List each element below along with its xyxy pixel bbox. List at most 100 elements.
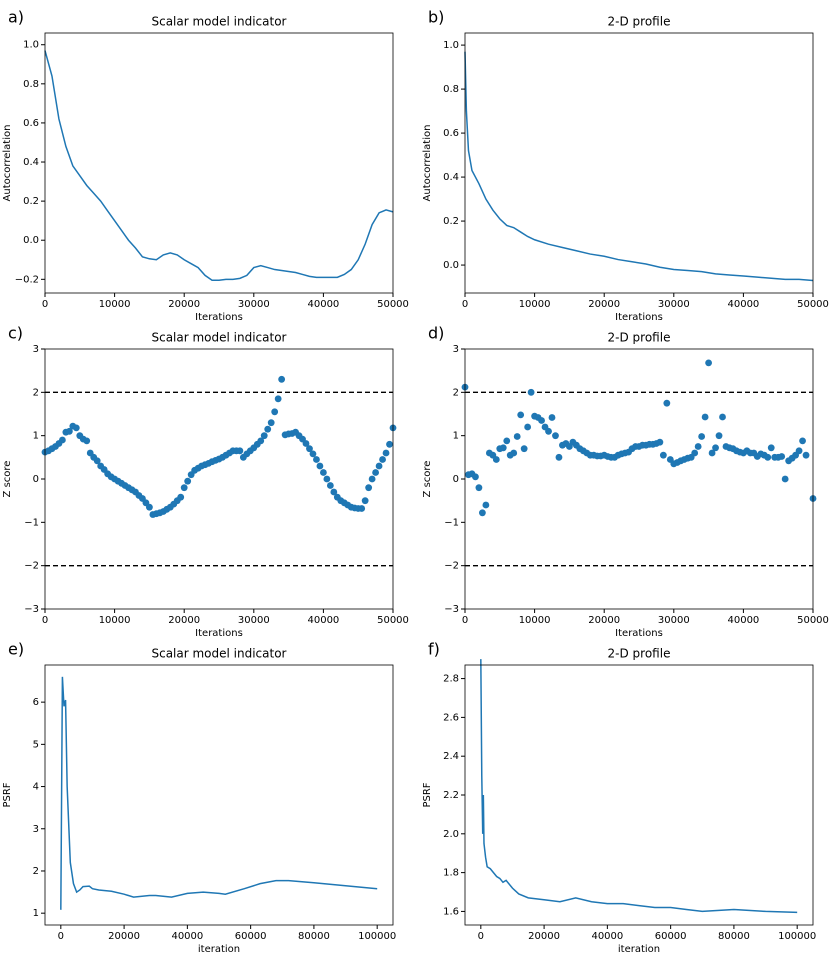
data-point [323, 475, 331, 483]
y-tick-label: 1.0 [443, 40, 459, 51]
y-tick-label: −3 [24, 604, 39, 615]
plot-frame [44, 664, 394, 926]
x-tick-label: 10000 [519, 615, 551, 626]
data-point [316, 462, 324, 470]
y-tick-label: 1.8 [443, 868, 459, 879]
data-point [274, 395, 282, 403]
data-point [472, 473, 479, 481]
data-point [260, 432, 268, 440]
data-point [267, 419, 275, 427]
data-line [44, 50, 394, 282]
y-tick-label: −3 [444, 604, 459, 615]
y-axis-label: Z score [422, 461, 433, 498]
panel-title: 2-D profile [608, 647, 671, 661]
y-axis-label: Autocorrelation [422, 125, 433, 202]
panel-letter: f) [428, 640, 440, 659]
data-point [72, 424, 80, 432]
x-tick-label: 50000 [797, 299, 829, 310]
x-tick-label: 20000 [168, 615, 200, 626]
y-tick-label: 6 [33, 697, 39, 708]
data-point [313, 456, 320, 463]
y-tick-label: 1.0 [23, 40, 39, 51]
x-tick-label: 10000 [519, 299, 551, 310]
plot-frame [464, 664, 814, 926]
data-point [764, 453, 772, 461]
x-tick-label: 20000 [108, 931, 140, 942]
data-point [712, 444, 719, 452]
data-point [236, 447, 244, 455]
x-tick-label: 60000 [235, 931, 267, 942]
y-tick-label: 2.6 [443, 712, 459, 723]
data-point [306, 445, 313, 453]
data-line [464, 51, 814, 282]
panel-letter: c) [8, 324, 23, 343]
data-point [517, 411, 525, 419]
y-tick-label: 0.6 [23, 118, 39, 129]
y-tick-label: 2.8 [443, 674, 459, 685]
x-tick-label: 30000 [658, 615, 690, 626]
x-tick-label: 60000 [655, 931, 687, 942]
data-point [386, 440, 393, 448]
data-point [368, 475, 376, 483]
data-point [715, 432, 723, 440]
y-tick-label: 0 [33, 474, 39, 485]
x-tick-label: 30000 [238, 615, 270, 626]
data-point [482, 501, 490, 509]
data-point [372, 469, 379, 476]
y-tick-label: 3 [33, 344, 39, 355]
panel-letter: b) [428, 8, 444, 27]
data-point [382, 449, 390, 457]
x-axis-label: Iterations [615, 312, 663, 323]
y-tick-label: 2.2 [443, 790, 459, 801]
data-point [302, 440, 310, 447]
data-point [527, 388, 535, 396]
data-point [320, 469, 327, 476]
y-tick-label: 3 [453, 344, 459, 355]
x-tick-label: 10000 [99, 615, 131, 626]
panel-title: 2-D profile [608, 15, 671, 29]
x-tick-label: 10000 [99, 299, 131, 310]
x-tick-label: 40000 [727, 299, 759, 310]
y-tick-label: 1 [33, 908, 39, 919]
data-point [799, 437, 806, 445]
y-tick-label: 0.2 [443, 216, 459, 227]
x-tick-label: 40000 [727, 615, 759, 626]
y-tick-label: 0.0 [443, 260, 459, 271]
y-tick-label: 1.6 [443, 906, 459, 917]
data-point [659, 451, 667, 459]
x-tick-label: 40000 [307, 299, 339, 310]
y-tick-label: 4 [33, 782, 39, 793]
data-point [361, 497, 369, 505]
data-point [552, 432, 559, 440]
data-point [656, 438, 664, 446]
x-tick-label: 20000 [168, 299, 200, 310]
data-point [778, 453, 786, 460]
x-tick-label: 40000 [307, 615, 339, 626]
x-tick-label: 20000 [588, 615, 620, 626]
data-point [510, 449, 518, 457]
data-point [691, 449, 699, 457]
data-point [264, 425, 272, 433]
data-point [146, 503, 153, 511]
data-point [767, 444, 775, 452]
data-point [479, 509, 486, 517]
panel-letter: e) [8, 640, 24, 659]
y-tick-label: 0 [453, 474, 459, 485]
y-tick-label: −0.2 [15, 274, 39, 285]
data-point [708, 449, 716, 457]
data-point [83, 437, 91, 445]
x-tick-label: 50000 [377, 299, 409, 310]
data-point [545, 427, 552, 435]
y-tick-label: 0.4 [443, 172, 459, 183]
data-point [499, 444, 507, 452]
plot-frame [464, 348, 814, 610]
data-point [365, 484, 373, 492]
x-tick-label: 40000 [591, 931, 623, 942]
data-point [503, 437, 511, 445]
x-axis-label: Iterations [195, 628, 243, 639]
y-tick-label: 2 [453, 387, 459, 398]
x-tick-label: 30000 [658, 299, 690, 310]
data-point [548, 414, 556, 421]
data-point [278, 375, 286, 383]
